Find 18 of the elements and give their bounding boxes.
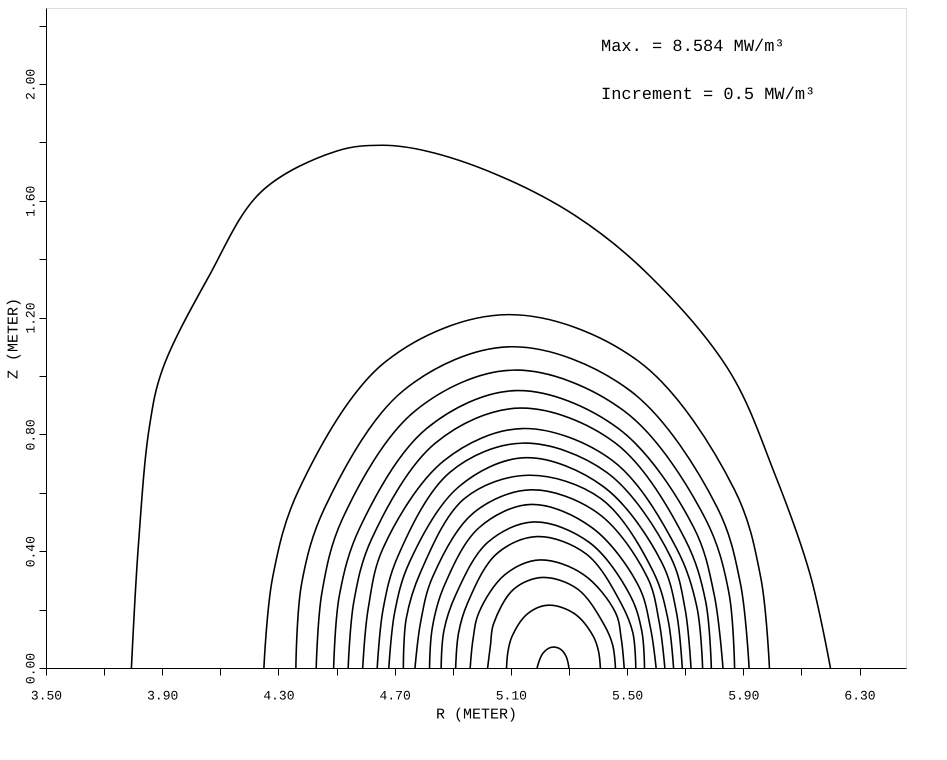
x-tick-label: 5.10 bbox=[496, 688, 527, 704]
y-tick-label: 1.60 bbox=[24, 186, 38, 217]
y-tick-label: 1.20 bbox=[24, 302, 38, 334]
x-tick-label: 3.50 bbox=[30, 688, 62, 704]
y-tick-label: 2.00 bbox=[24, 68, 38, 100]
y-axis-title: Z (METER) bbox=[6, 298, 22, 380]
x-tick-label: 3.90 bbox=[147, 688, 178, 704]
annotation: Max. = 8.584 MW/m³ bbox=[601, 38, 785, 57]
x-tick-label: 4.30 bbox=[263, 688, 295, 704]
x-tick-label: 4.70 bbox=[380, 688, 411, 704]
y-tick-label: 0.00 bbox=[24, 652, 38, 684]
x-axis-title: R (METER) bbox=[436, 706, 518, 724]
x-tick-label: 5.50 bbox=[612, 688, 644, 704]
x-tick-label: 6.30 bbox=[844, 688, 876, 704]
annotation: Increment = 0.5 MW/m³ bbox=[601, 86, 816, 105]
y-tick-label: 0.40 bbox=[24, 536, 38, 568]
x-tick-label: 5.90 bbox=[728, 688, 760, 704]
y-tick-label: 0.80 bbox=[24, 419, 38, 450]
